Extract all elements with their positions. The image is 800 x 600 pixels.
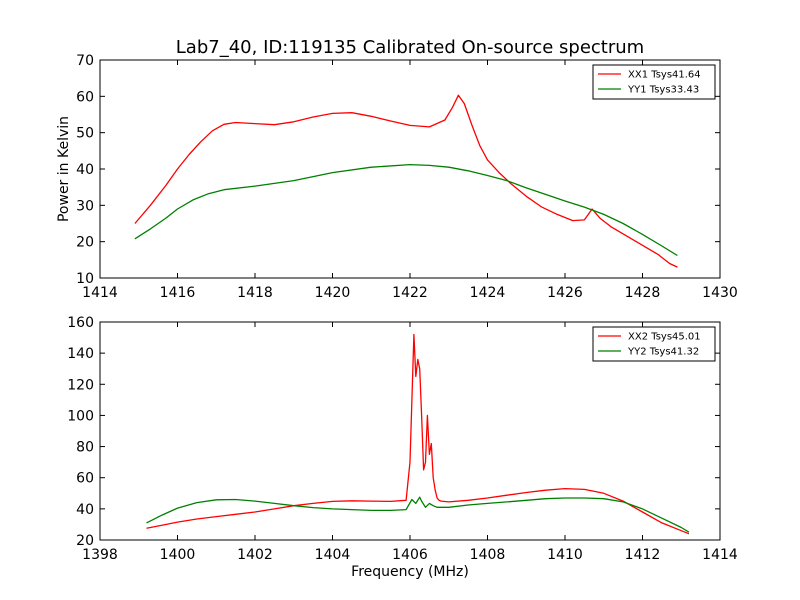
y-tick-label: 80 <box>76 440 94 456</box>
y-tick-label: 60 <box>76 471 94 487</box>
y-axis-label: Power in Kelvin <box>56 116 72 222</box>
x-tick-label: 1402 <box>237 547 273 563</box>
legend-box <box>592 326 716 362</box>
y-tick-label: 40 <box>76 162 94 178</box>
x-tick-label: 1418 <box>237 285 273 301</box>
x-tick-label: 1408 <box>470 547 506 563</box>
y-tick-label: 30 <box>76 198 94 214</box>
legend-label: YY2 Tsys41.32 <box>627 347 699 358</box>
x-tick-label: 1414 <box>82 285 118 301</box>
y-tick-label: 40 <box>76 502 94 518</box>
x-tick-label: 1404 <box>315 547 351 563</box>
series-line-yy-panel-1 <box>134 163 678 257</box>
x-tick-label: 1398 <box>82 547 118 563</box>
x-tick-label: 1400 <box>160 547 196 563</box>
y-tick-label: 100 <box>67 408 94 424</box>
x-tick-label: 1406 <box>392 547 428 563</box>
x-tick-label: 1414 <box>702 547 738 563</box>
x-tick-label: 1428 <box>625 285 661 301</box>
x-tick-label: 1424 <box>470 285 506 301</box>
legend-label: XX1 Tsys41.64 <box>628 70 701 81</box>
bottom-panel: 1398 1400 1402 1404 1406 1408 1410 1412 1414 20 40… <box>67 315 738 563</box>
x-tick-label: 1430 <box>702 285 738 301</box>
legend-label: XX2 Tsys45.01 <box>628 332 701 343</box>
top-panel: 1414 1416 1418 1420 1422 1424 1426 1428 1430 10 20… <box>76 53 738 301</box>
y-tick-label: 120 <box>67 377 94 393</box>
x-tick-label: 1412 <box>625 547 661 563</box>
y-tick-label: 140 <box>67 346 94 362</box>
y-tick-label: 10 <box>76 271 94 287</box>
y-tick-label: 20 <box>76 533 94 549</box>
series-line-xx-panel-1 <box>134 94 678 268</box>
y-tick-label: 70 <box>76 53 94 69</box>
x-tick-label: 1410 <box>547 547 583 563</box>
x-tick-label: 1426 <box>547 285 583 301</box>
chart-title: Lab7_40, ID:119135 Calibrated On-source … <box>176 37 644 58</box>
x-tick-label: 1416 <box>160 285 196 301</box>
x-tick-label: 1422 <box>392 285 428 301</box>
series-line-yy-panel-2 <box>146 496 690 533</box>
legend-label: YY1 Tsys33.43 <box>627 85 699 96</box>
y-tick-label: 20 <box>76 235 94 251</box>
x-axis-label: Frequency (MHz) <box>351 564 469 580</box>
x-tick-label: 1420 <box>315 285 351 301</box>
y-tick-label: 50 <box>76 126 94 142</box>
legend-box <box>592 64 716 100</box>
series-line-xx-panel-2 <box>146 333 690 535</box>
y-tick-label: 60 <box>76 89 94 105</box>
y-tick-label: 160 <box>67 315 94 331</box>
